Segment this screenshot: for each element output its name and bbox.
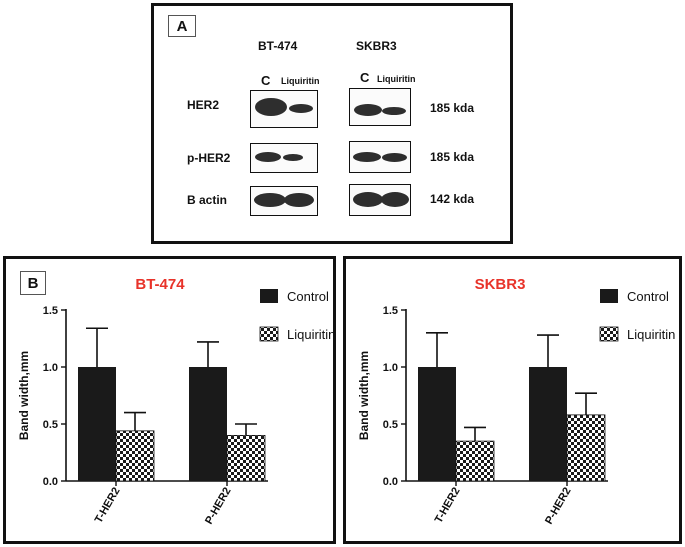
band-p-her2-bt474-liquiritin bbox=[283, 154, 303, 161]
chart-panel-skbr3: SKBR3 Band width,mm 0.0 0.5 1.0 1.5 T-HER2 P-HE… bbox=[343, 256, 682, 544]
band-b-actin-bt474-liquiritin bbox=[284, 193, 314, 207]
cell-line-skbr3: SKBR3 bbox=[356, 39, 397, 53]
legend-label-skbr3-control: Control bbox=[627, 289, 669, 304]
bar-chart-bt474: BT-474 Band width,mm 0.0 0.5 1.0 1.5 T-HER2 P-H… bbox=[17, 276, 333, 527]
band-her2-bt474-liquiritin bbox=[289, 104, 313, 113]
y-tick-label-bt474-3: 1.5 bbox=[43, 305, 58, 317]
y-tick-label-skbr3-0: 0.0 bbox=[383, 476, 398, 488]
bar-chart-skbr3: SKBR3 Band width,mm 0.0 0.5 1.0 1.5 T-HER2 P-HE… bbox=[357, 276, 675, 527]
band-p-her2-skbr3-control bbox=[353, 152, 381, 162]
legend-swatch-skbr3-liquiritin bbox=[599, 326, 619, 342]
band-her2-skbr3-control bbox=[354, 104, 382, 116]
chart-title-bt474: BT-474 bbox=[135, 276, 185, 293]
bar-bt474-p-her2-liquiritin bbox=[226, 434, 266, 482]
legend-swatch-bt474-liquiritin bbox=[259, 326, 279, 342]
blot-p-her2-bt474 bbox=[250, 143, 318, 173]
size-her2: 185 kda bbox=[430, 101, 475, 115]
protein-b-actin: B actin bbox=[187, 193, 228, 207]
panel-a-label: A bbox=[168, 15, 196, 37]
size-p-her2: 185 kda bbox=[430, 150, 475, 164]
condition-liquiritin-skbr3: Liquiritin bbox=[377, 74, 416, 84]
bar-skbr3-t-her2-liquiritin bbox=[455, 440, 495, 482]
band-b-actin-bt474-control bbox=[254, 193, 286, 207]
legend-swatch-skbr3-control bbox=[600, 289, 618, 303]
condition-control-skbr3: C bbox=[360, 70, 370, 85]
y-axis-label-skbr3: Band width,mm bbox=[357, 351, 371, 440]
cell-line-bt474: BT-474 bbox=[258, 39, 298, 53]
y-tick-label-bt474-2: 1.0 bbox=[43, 362, 58, 374]
protein-her2: HER2 bbox=[187, 98, 220, 112]
blot-her2-skbr3 bbox=[349, 88, 411, 126]
bar-skbr3-t-her2-control bbox=[418, 367, 456, 481]
band-her2-bt474-control bbox=[255, 98, 287, 116]
bar-skbr3-p-her2-liquiritin bbox=[566, 414, 606, 482]
bar-bt474-t-her2-liquiritin bbox=[115, 430, 155, 482]
x-tick-label-skbr3-0: T-HER2 bbox=[433, 486, 463, 526]
x-tick-label-bt474-0: T-HER2 bbox=[93, 486, 123, 526]
band-p-her2-skbr3-liquiritin bbox=[382, 153, 407, 162]
blot-her2-bt474 bbox=[250, 90, 318, 128]
condition-control-bt474: C bbox=[261, 73, 271, 88]
chart-title-skbr3: SKBR3 bbox=[475, 276, 526, 293]
size-b-actin: 142 kda bbox=[430, 192, 475, 206]
legend-label-bt474-liquiritin: Liquiritin bbox=[287, 327, 333, 342]
bar-bt474-t-her2-control bbox=[78, 367, 116, 481]
protein-p-her2: p-HER2 bbox=[187, 151, 231, 165]
legend-label-bt474-control: Control bbox=[287, 289, 329, 304]
x-tick-label-skbr3-1: P-HER2 bbox=[543, 486, 574, 527]
x-tick-label-bt474-1: P-HER2 bbox=[203, 486, 234, 527]
blot-b-actin-bt474 bbox=[250, 186, 318, 216]
y-tick-label-bt474-0: 0.0 bbox=[43, 476, 58, 488]
chart-panel-bt474: B BT-474 Band width,mm 0.0 0.5 1.0 1.5 T-HER2 P… bbox=[3, 256, 336, 544]
bar-bt474-p-her2-control bbox=[189, 367, 227, 481]
legend-label-skbr3-liquiritin: Liquiritin bbox=[627, 327, 675, 342]
band-her2-skbr3-liquiritin bbox=[382, 107, 406, 115]
y-tick-label-bt474-1: 0.5 bbox=[43, 419, 58, 431]
legend-swatch-bt474-control bbox=[260, 289, 278, 303]
band-b-actin-skbr3-control bbox=[353, 192, 383, 207]
condition-liquiritin-bt474: Liquiritin bbox=[281, 76, 320, 86]
y-tick-label-skbr3-3: 1.5 bbox=[383, 305, 398, 317]
blot-b-actin-skbr3 bbox=[349, 184, 411, 216]
western-blot-panel: A BT-474 SKBR3 C Liquiritin C Liquiritin… bbox=[151, 3, 513, 244]
y-axis-label-bt474: Band width,mm bbox=[17, 351, 31, 440]
y-tick-label-skbr3-2: 1.0 bbox=[383, 362, 398, 374]
band-p-her2-bt474-control bbox=[255, 152, 281, 162]
panel-b-label: B bbox=[20, 271, 46, 295]
y-tick-label-skbr3-1: 0.5 bbox=[383, 419, 398, 431]
bar-skbr3-p-her2-control bbox=[529, 367, 567, 481]
band-b-actin-skbr3-liquiritin bbox=[381, 192, 409, 207]
blot-p-her2-skbr3 bbox=[349, 141, 411, 173]
